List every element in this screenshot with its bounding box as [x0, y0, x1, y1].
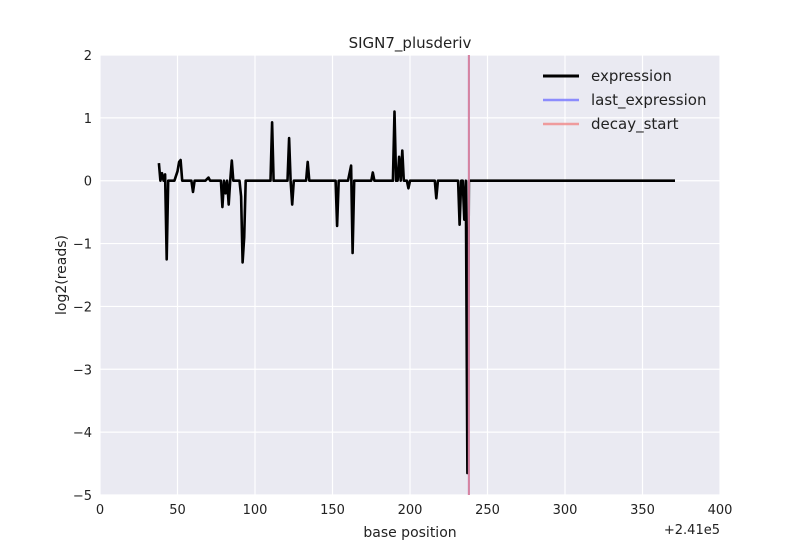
- x-axis: 0 50 100 150 200 250 300 350 400: [96, 503, 733, 518]
- y-tick-label: 1: [84, 112, 92, 127]
- y-tick-label: 2: [84, 49, 92, 64]
- legend-label: expression: [591, 67, 672, 85]
- x-axis-label: base position: [363, 525, 456, 541]
- legend: expression last_expression decay_start: [543, 67, 706, 134]
- series-line-expression: [157, 110, 675, 475]
- x-tick-label: 200: [398, 503, 423, 518]
- x-tick-label: 50: [169, 503, 186, 518]
- x-offset-label: +2.41e5: [664, 523, 720, 538]
- y-axis: 2 1 0 −1 −2 −3 −4 −5: [73, 49, 92, 504]
- x-tick-label: 0: [96, 503, 104, 518]
- y-tick-label: 0: [84, 175, 92, 190]
- y-tick-label: −4: [73, 426, 92, 441]
- x-tick-label: 100: [243, 503, 268, 518]
- y-tick-label: −1: [73, 238, 92, 253]
- x-tick-label: 400: [708, 503, 733, 518]
- x-tick-label: 250: [475, 503, 500, 518]
- legend-label: decay_start: [591, 115, 679, 134]
- x-tick-label: 350: [630, 503, 655, 518]
- grid: [99, 54, 721, 496]
- chart-title: SIGN7_plusderiv: [349, 34, 472, 53]
- y-axis-label: log2(reads): [54, 235, 70, 315]
- y-tick-label: −2: [73, 300, 92, 315]
- x-tick-label: 300: [553, 503, 578, 518]
- y-tick-label: −5: [73, 489, 92, 504]
- legend-label: last_expression: [591, 91, 706, 110]
- x-tick-label: 150: [320, 503, 345, 518]
- y-tick-label: −3: [73, 363, 92, 378]
- series-layer: [157, 55, 675, 495]
